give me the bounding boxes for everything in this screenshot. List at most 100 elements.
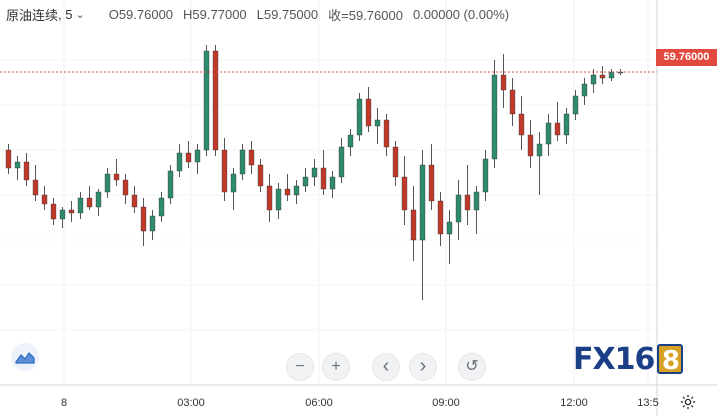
candle-body	[428, 164, 435, 202]
candle-body	[77, 197, 84, 214]
time-axis[interactable]: 8 03:00 06:00 09:00 12:00 13:5	[61, 397, 659, 409]
candle-body	[266, 185, 273, 211]
logo-text: FX16	[573, 341, 655, 377]
candle-body	[275, 188, 282, 211]
candle-body	[167, 170, 174, 199]
candle-body	[545, 122, 552, 145]
candle-body	[212, 50, 219, 151]
candle-body	[599, 74, 606, 79]
candle-body	[203, 50, 210, 151]
candle-body	[131, 194, 138, 208]
candle-body	[140, 206, 147, 232]
chart-area-icon	[15, 352, 35, 364]
candle-body	[473, 191, 480, 211]
candle-body	[302, 176, 309, 187]
time-tick-label: 06:00	[305, 397, 333, 409]
candle-body	[446, 221, 453, 235]
candle-body	[239, 149, 246, 175]
candle-body	[248, 149, 255, 166]
low-value: L59.75000	[256, 7, 319, 22]
candle-body	[95, 191, 102, 208]
candle-body	[329, 176, 336, 190]
candle-body	[590, 74, 597, 85]
candle-body	[50, 203, 57, 220]
candle-body	[410, 209, 417, 241]
logo-box: 8	[657, 344, 684, 376]
last-price-badge: 59.76000	[656, 49, 717, 66]
candle-body	[194, 149, 201, 163]
candle-body	[221, 149, 228, 193]
candle-body	[455, 194, 462, 223]
candle-body	[176, 152, 183, 172]
candle-body	[374, 119, 381, 127]
close-value: 收=59.76000	[328, 8, 403, 23]
candle-body	[464, 194, 471, 211]
candles-layer	[5, 45, 624, 300]
chart-type-button[interactable]	[11, 343, 39, 371]
time-tick-label: 13:5	[637, 397, 658, 409]
time-tick-label: 8	[61, 397, 67, 409]
candle-body	[482, 158, 489, 193]
chevron-down-icon[interactable]: ⌄	[75, 9, 85, 21]
candle-body	[491, 74, 498, 160]
plot-background	[0, 0, 657, 385]
candle-body	[158, 197, 165, 217]
candle-body	[311, 167, 318, 178]
symbol-legend: 原油连续, 5 ⌄ O59.76000 H59.77000 L59.75000 …	[6, 7, 510, 23]
candle-body	[563, 113, 570, 136]
candle-body	[338, 146, 345, 178]
candle-body	[104, 173, 111, 193]
candle-body	[230, 173, 237, 193]
zoom-out-button[interactable]: −	[286, 353, 314, 381]
time-tick-label: 09:00	[432, 397, 460, 409]
candle-body	[572, 95, 579, 115]
candle-body	[320, 167, 327, 190]
candle-body	[356, 98, 363, 136]
scroll-right-button[interactable]: ›	[409, 353, 437, 381]
high-value: H59.77000	[183, 7, 247, 22]
candle-body	[257, 164, 264, 187]
candle-body	[5, 149, 12, 169]
candle-body	[149, 215, 156, 232]
candle-body	[284, 188, 291, 196]
time-tick-label: 03:00	[177, 397, 205, 409]
candle-body	[536, 143, 543, 157]
change-value: 0.00000 (0.00%)	[412, 7, 510, 22]
candle-body	[23, 161, 30, 181]
candle-body	[392, 146, 399, 178]
fx168-logo: FX16 8	[573, 341, 684, 377]
reset-view-button[interactable]: ↺	[458, 353, 486, 381]
candle-body	[554, 122, 561, 136]
candle-body	[122, 179, 129, 196]
candle-body	[401, 176, 408, 211]
candle-body	[608, 71, 615, 79]
candle-body	[86, 197, 93, 208]
candle-body	[581, 83, 588, 97]
candle-body	[41, 194, 48, 205]
candle-body	[383, 119, 390, 148]
interval-value[interactable]: 5	[65, 7, 73, 22]
candle-body	[500, 74, 507, 91]
candle-body	[14, 161, 21, 169]
candle-body	[518, 113, 525, 136]
zoom-in-button[interactable]: +	[322, 353, 350, 381]
gear-icon[interactable]	[679, 393, 697, 411]
candle-body	[347, 134, 354, 148]
candle-body	[32, 179, 39, 196]
candle-body	[419, 164, 426, 241]
candle-body	[527, 134, 534, 157]
candle-body	[365, 98, 372, 127]
open-value: O59.76000	[108, 7, 174, 22]
candle-body	[293, 185, 300, 196]
candle-body	[68, 209, 75, 214]
candle-body	[113, 173, 120, 181]
time-tick-label: 12:00	[560, 397, 588, 409]
candle-body	[185, 152, 192, 163]
symbol-name[interactable]: 原油连续	[6, 8, 59, 23]
candle-body	[509, 89, 516, 115]
candle-body	[59, 209, 66, 220]
candle-body	[437, 200, 444, 235]
scroll-left-button[interactable]: ‹	[372, 353, 400, 381]
